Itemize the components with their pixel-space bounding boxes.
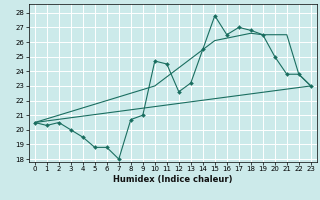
X-axis label: Humidex (Indice chaleur): Humidex (Indice chaleur) <box>113 175 233 184</box>
